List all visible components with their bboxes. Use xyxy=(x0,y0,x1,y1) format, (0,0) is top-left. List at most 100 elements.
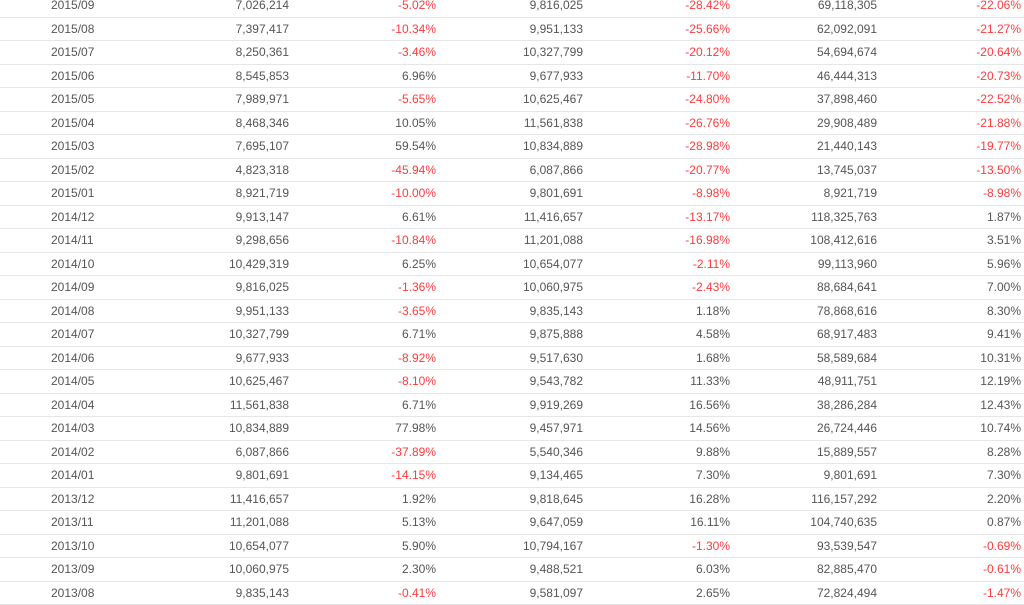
total-cell: 46,444,313 xyxy=(817,65,877,89)
change-cell: -1.36% xyxy=(398,276,436,300)
change-cell: -8.92% xyxy=(398,347,436,371)
change-cell: -28.98% xyxy=(685,135,730,159)
month-cell: 2013/09 xyxy=(51,558,94,582)
month-cell: 2014/03 xyxy=(51,417,94,441)
value-cell: 9,677,933 xyxy=(236,347,289,371)
value-cell: 9,913,147 xyxy=(236,206,289,230)
change-cell: 59.54% xyxy=(395,135,436,159)
value-cell: 7,989,971 xyxy=(236,88,289,112)
value-cell: 9,835,143 xyxy=(530,300,583,324)
change-cell: 7.30% xyxy=(696,464,730,488)
change-cell: -10.84% xyxy=(391,229,436,253)
value-cell: 9,951,133 xyxy=(530,18,583,42)
value-cell: 9,134,465 xyxy=(530,464,583,488)
month-cell: 2014/04 xyxy=(51,394,94,418)
change-cell: -22.06% xyxy=(976,0,1021,18)
change-cell: -8.98% xyxy=(983,182,1021,206)
change-cell: 8.28% xyxy=(987,441,1021,465)
change-cell: -20.64% xyxy=(976,41,1021,65)
value-cell: 10,060,975 xyxy=(229,558,289,582)
month-cell: 2015/07 xyxy=(51,41,94,65)
month-cell: 2014/11 xyxy=(51,229,94,253)
value-cell: 11,416,657 xyxy=(230,488,289,512)
change-cell: 3.51% xyxy=(987,229,1021,253)
change-cell: -21.27% xyxy=(976,18,1021,42)
change-cell: -20.12% xyxy=(685,41,730,65)
value-cell: 11,561,838 xyxy=(524,112,583,136)
change-cell: 9.88% xyxy=(696,441,730,465)
change-cell: 5.90% xyxy=(402,535,436,559)
value-cell: 10,625,467 xyxy=(523,88,583,112)
total-cell: 69,118,305 xyxy=(818,0,877,18)
change-cell: 6.25% xyxy=(402,253,436,277)
value-cell: 11,561,838 xyxy=(230,394,289,418)
value-cell: 9,677,933 xyxy=(530,65,583,89)
value-cell: 11,416,657 xyxy=(524,206,583,230)
total-cell: 116,157,292 xyxy=(811,488,877,512)
value-cell: 9,543,782 xyxy=(530,370,583,394)
total-cell: 9,801,691 xyxy=(824,464,877,488)
month-cell: 2013/11 xyxy=(51,511,94,535)
change-cell: -3.46% xyxy=(398,41,436,65)
change-cell: -22.52% xyxy=(976,88,1021,112)
change-cell: 1.68% xyxy=(696,347,730,371)
change-cell: 16.28% xyxy=(689,488,730,512)
value-cell: 8,545,853 xyxy=(236,65,289,89)
change-cell: 10.05% xyxy=(395,112,436,136)
change-cell: 6.71% xyxy=(402,394,436,418)
total-cell: 38,286,284 xyxy=(817,394,877,418)
change-cell: -24.80% xyxy=(685,88,730,112)
month-cell: 2014/10 xyxy=(51,253,94,277)
value-cell: 9,818,645 xyxy=(530,488,583,512)
value-cell: 10,327,799 xyxy=(523,41,583,65)
change-cell: 10.31% xyxy=(980,347,1021,371)
change-cell: -5.65% xyxy=(398,88,436,112)
change-cell: 2.30% xyxy=(402,558,436,582)
value-cell: 7,397,417 xyxy=(236,18,289,42)
value-cell: 9,488,521 xyxy=(530,558,583,582)
change-cell: 5.13% xyxy=(402,511,436,535)
change-cell: -2.11% xyxy=(693,253,730,277)
change-cell: 12.19% xyxy=(980,370,1021,394)
value-cell: 10,794,167 xyxy=(523,535,583,559)
change-cell: 6.96% xyxy=(402,65,436,89)
change-cell: -21.88% xyxy=(976,112,1021,136)
change-cell: 7.30% xyxy=(987,464,1021,488)
value-cell: 9,835,143 xyxy=(236,582,289,605)
change-cell: 6.71% xyxy=(402,323,436,347)
month-cell: 2015/09 xyxy=(51,0,94,18)
change-cell: 12.43% xyxy=(980,394,1021,418)
month-cell: 2014/06 xyxy=(51,347,94,371)
change-cell: 9.41% xyxy=(987,323,1021,347)
change-cell: 1.87% xyxy=(987,206,1021,230)
change-cell: 4.58% xyxy=(696,323,730,347)
value-cell: 9,801,691 xyxy=(236,464,289,488)
change-cell: -20.73% xyxy=(976,65,1021,89)
change-cell: 77.98% xyxy=(395,417,436,441)
value-cell: 4,823,318 xyxy=(236,159,289,183)
month-cell: 2015/08 xyxy=(51,18,94,42)
change-cell: -10.00% xyxy=(391,182,436,206)
value-cell: 9,951,133 xyxy=(236,300,289,324)
month-cell: 2014/12 xyxy=(51,206,94,230)
change-cell: -13.50% xyxy=(976,159,1021,183)
value-cell: 8,250,361 xyxy=(236,41,289,65)
month-cell: 2014/02 xyxy=(51,441,94,465)
value-cell: 11,201,088 xyxy=(230,511,289,535)
change-cell: -19.77% xyxy=(976,135,1021,159)
change-cell: -26.76% xyxy=(685,112,730,136)
total-cell: 8,921,719 xyxy=(824,182,877,206)
